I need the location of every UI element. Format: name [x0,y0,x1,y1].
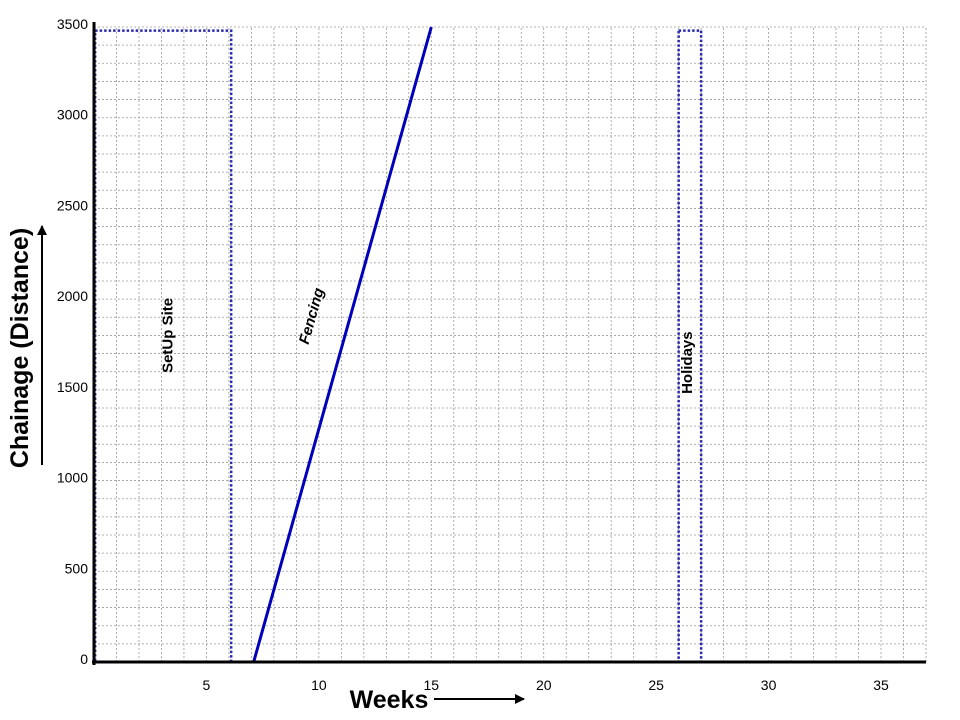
x-tick-label: 15 [424,677,440,693]
activity-lines [252,26,433,663]
x-tick-label: 35 [873,677,889,693]
y-axis-title: Chainage (Distance) [6,228,34,468]
block-label-setup-site: SetUp Site [160,298,177,373]
block-label-holidays: Holidays [679,331,696,394]
x-tick-label: 20 [536,677,552,693]
activity-blocks [93,29,703,664]
y-tick-label: 0 [80,651,88,667]
block-holidays [677,29,703,664]
y-tick-label: 1000 [57,470,88,486]
y-tick-label: 3000 [57,107,88,123]
series-label-fencing: Fencing [296,286,328,346]
y-tick-label: 2500 [57,197,88,213]
x-tick-label: 10 [311,677,327,693]
axes [92,22,926,665]
y-tick-label: 2000 [57,288,88,304]
x-tick-label: 25 [648,677,664,693]
grid [94,26,927,662]
y-tick-label: 500 [65,560,89,576]
x-axis-title: Weeks [350,686,429,714]
x-tick-label: 30 [761,677,777,693]
series-line-fencing [252,26,433,663]
y-tick-label: 3500 [57,16,88,32]
tick-labels: 5 10 15 20 25 30 35 0 500 1000 1500 2000 2500 3000 350… [57,16,889,693]
block-set-up-site [93,29,233,664]
y-tick-label: 1500 [57,379,88,395]
x-tick-label: 5 [203,677,211,693]
annotations: SetUp Site Holidays Fencing [160,286,696,394]
